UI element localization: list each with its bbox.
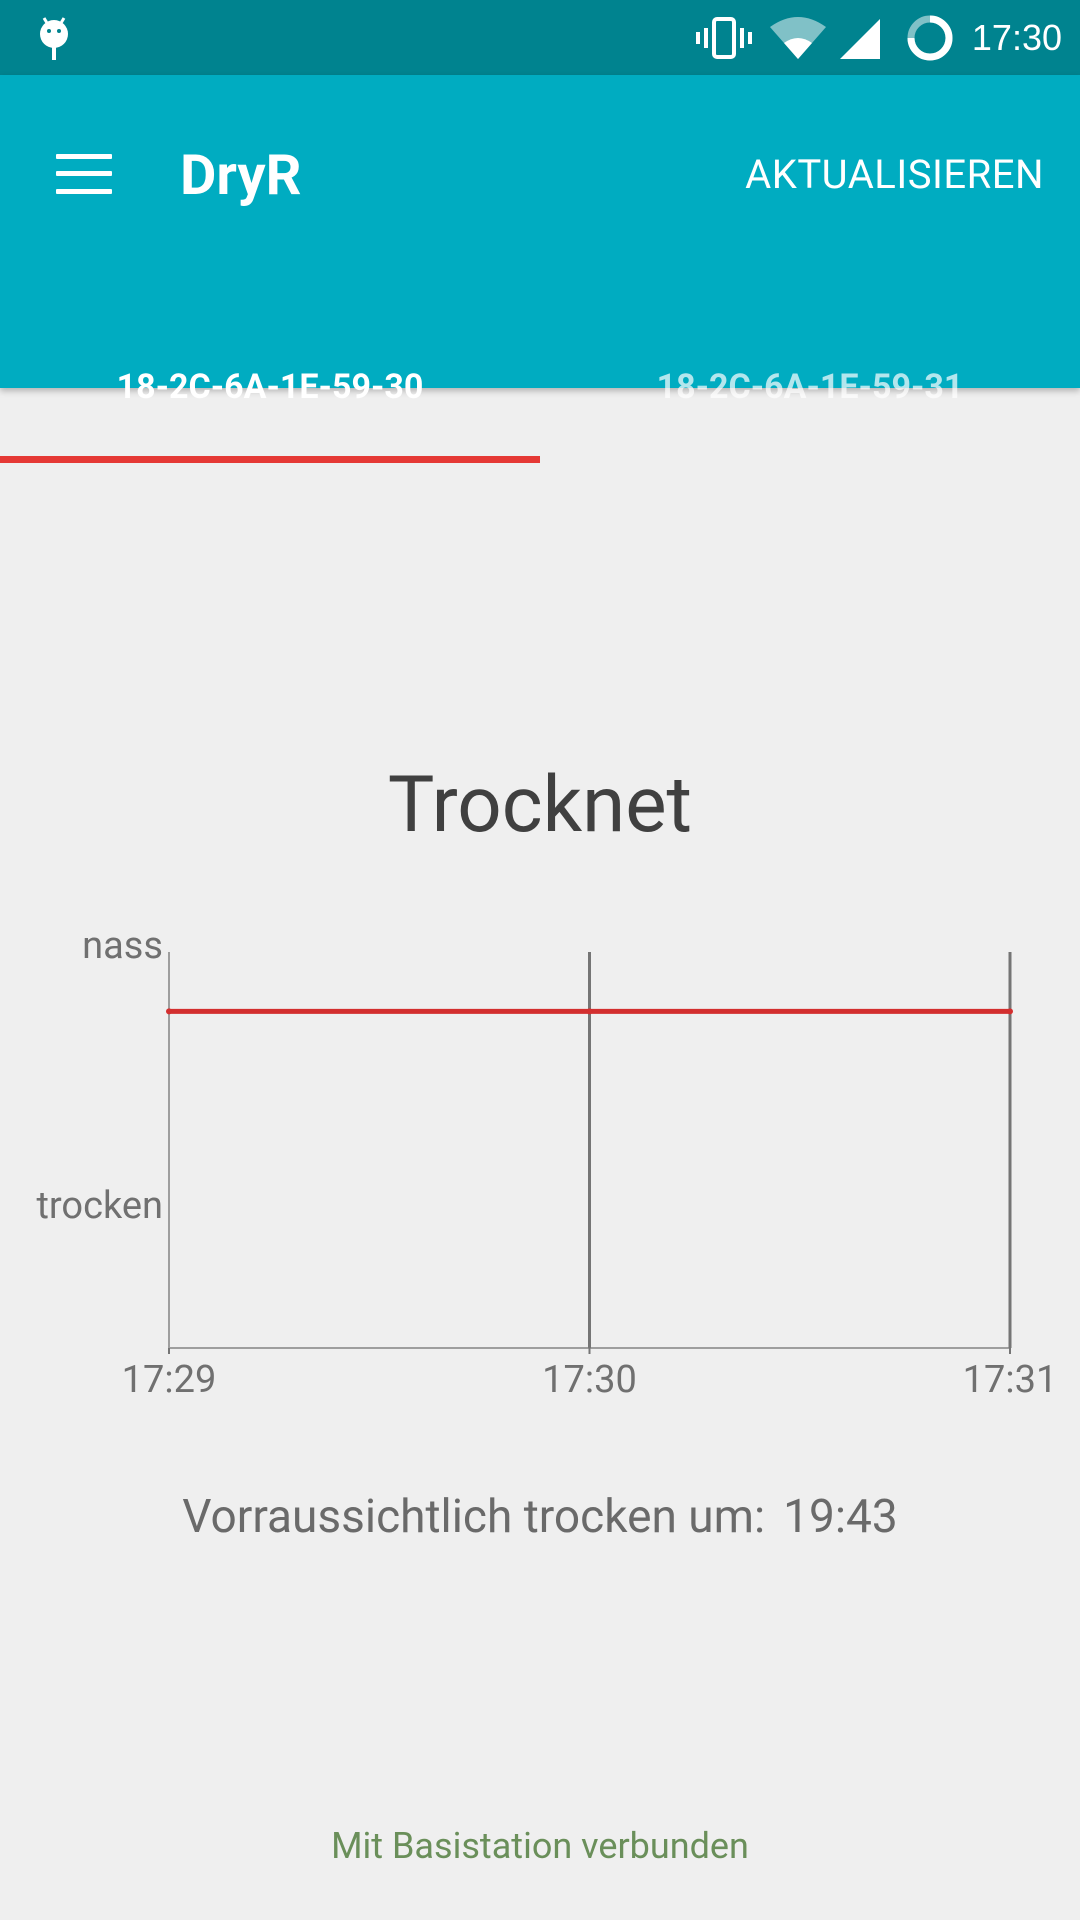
status-time: 17:30: [971, 16, 1062, 58]
wifi-icon: [769, 16, 826, 59]
chart-data-point: [586, 1008, 593, 1015]
chart-x-tick-label: 17:29: [122, 1358, 217, 1402]
chart-y-tick-label: trocken: [36, 1184, 163, 1228]
vibrate-icon: [695, 16, 752, 59]
tab-device-2[interactable]: 18-2C-6A-1E-59-31: [656, 366, 964, 407]
moisture-chart: 17:29 17:30 17:31 trocken nass: [36, 924, 1058, 1402]
android-debug-icon: [40, 17, 68, 60]
hamburger-menu-icon: [56, 154, 112, 194]
device-tabs: 18-2C-6A-1E-59-30 18-2C-6A-1E-59-31: [0, 310, 1080, 463]
signal-icon: [839, 18, 880, 59]
connection-status: Mit Basistation verbunden: [331, 1825, 749, 1867]
tab-device-1[interactable]: 18-2C-6A-1E-59-30: [0, 310, 540, 463]
status-bar: 17:30: [0, 0, 1080, 75]
chart-x-tick-label: 17:30: [542, 1358, 637, 1402]
forecast-value: 19:43: [783, 1490, 898, 1544]
chart-y-tick-label: nass: [82, 924, 163, 968]
forecast-label: Vorraussichtlich trocken um:: [182, 1490, 766, 1544]
refresh-button[interactable]: AKTUALISIEREN: [745, 151, 1044, 198]
sync-icon: [907, 15, 953, 60]
app-title: DryR: [180, 142, 302, 208]
forecast-text: Vorraussichtlich trocken um: 19:43: [0, 1490, 1080, 1544]
hamburger-menu-button[interactable]: [40, 130, 128, 218]
chart-data-point: [1007, 1008, 1013, 1015]
drying-status-title: Trocknet: [387, 760, 693, 851]
app-bar: DryR AKTUALISIEREN 18-2C-6A-1E-59-30 18-2…: [0, 75, 1080, 463]
chart-data-point: [166, 1008, 172, 1015]
chart-x-tick-label: 17:31: [963, 1358, 1058, 1402]
